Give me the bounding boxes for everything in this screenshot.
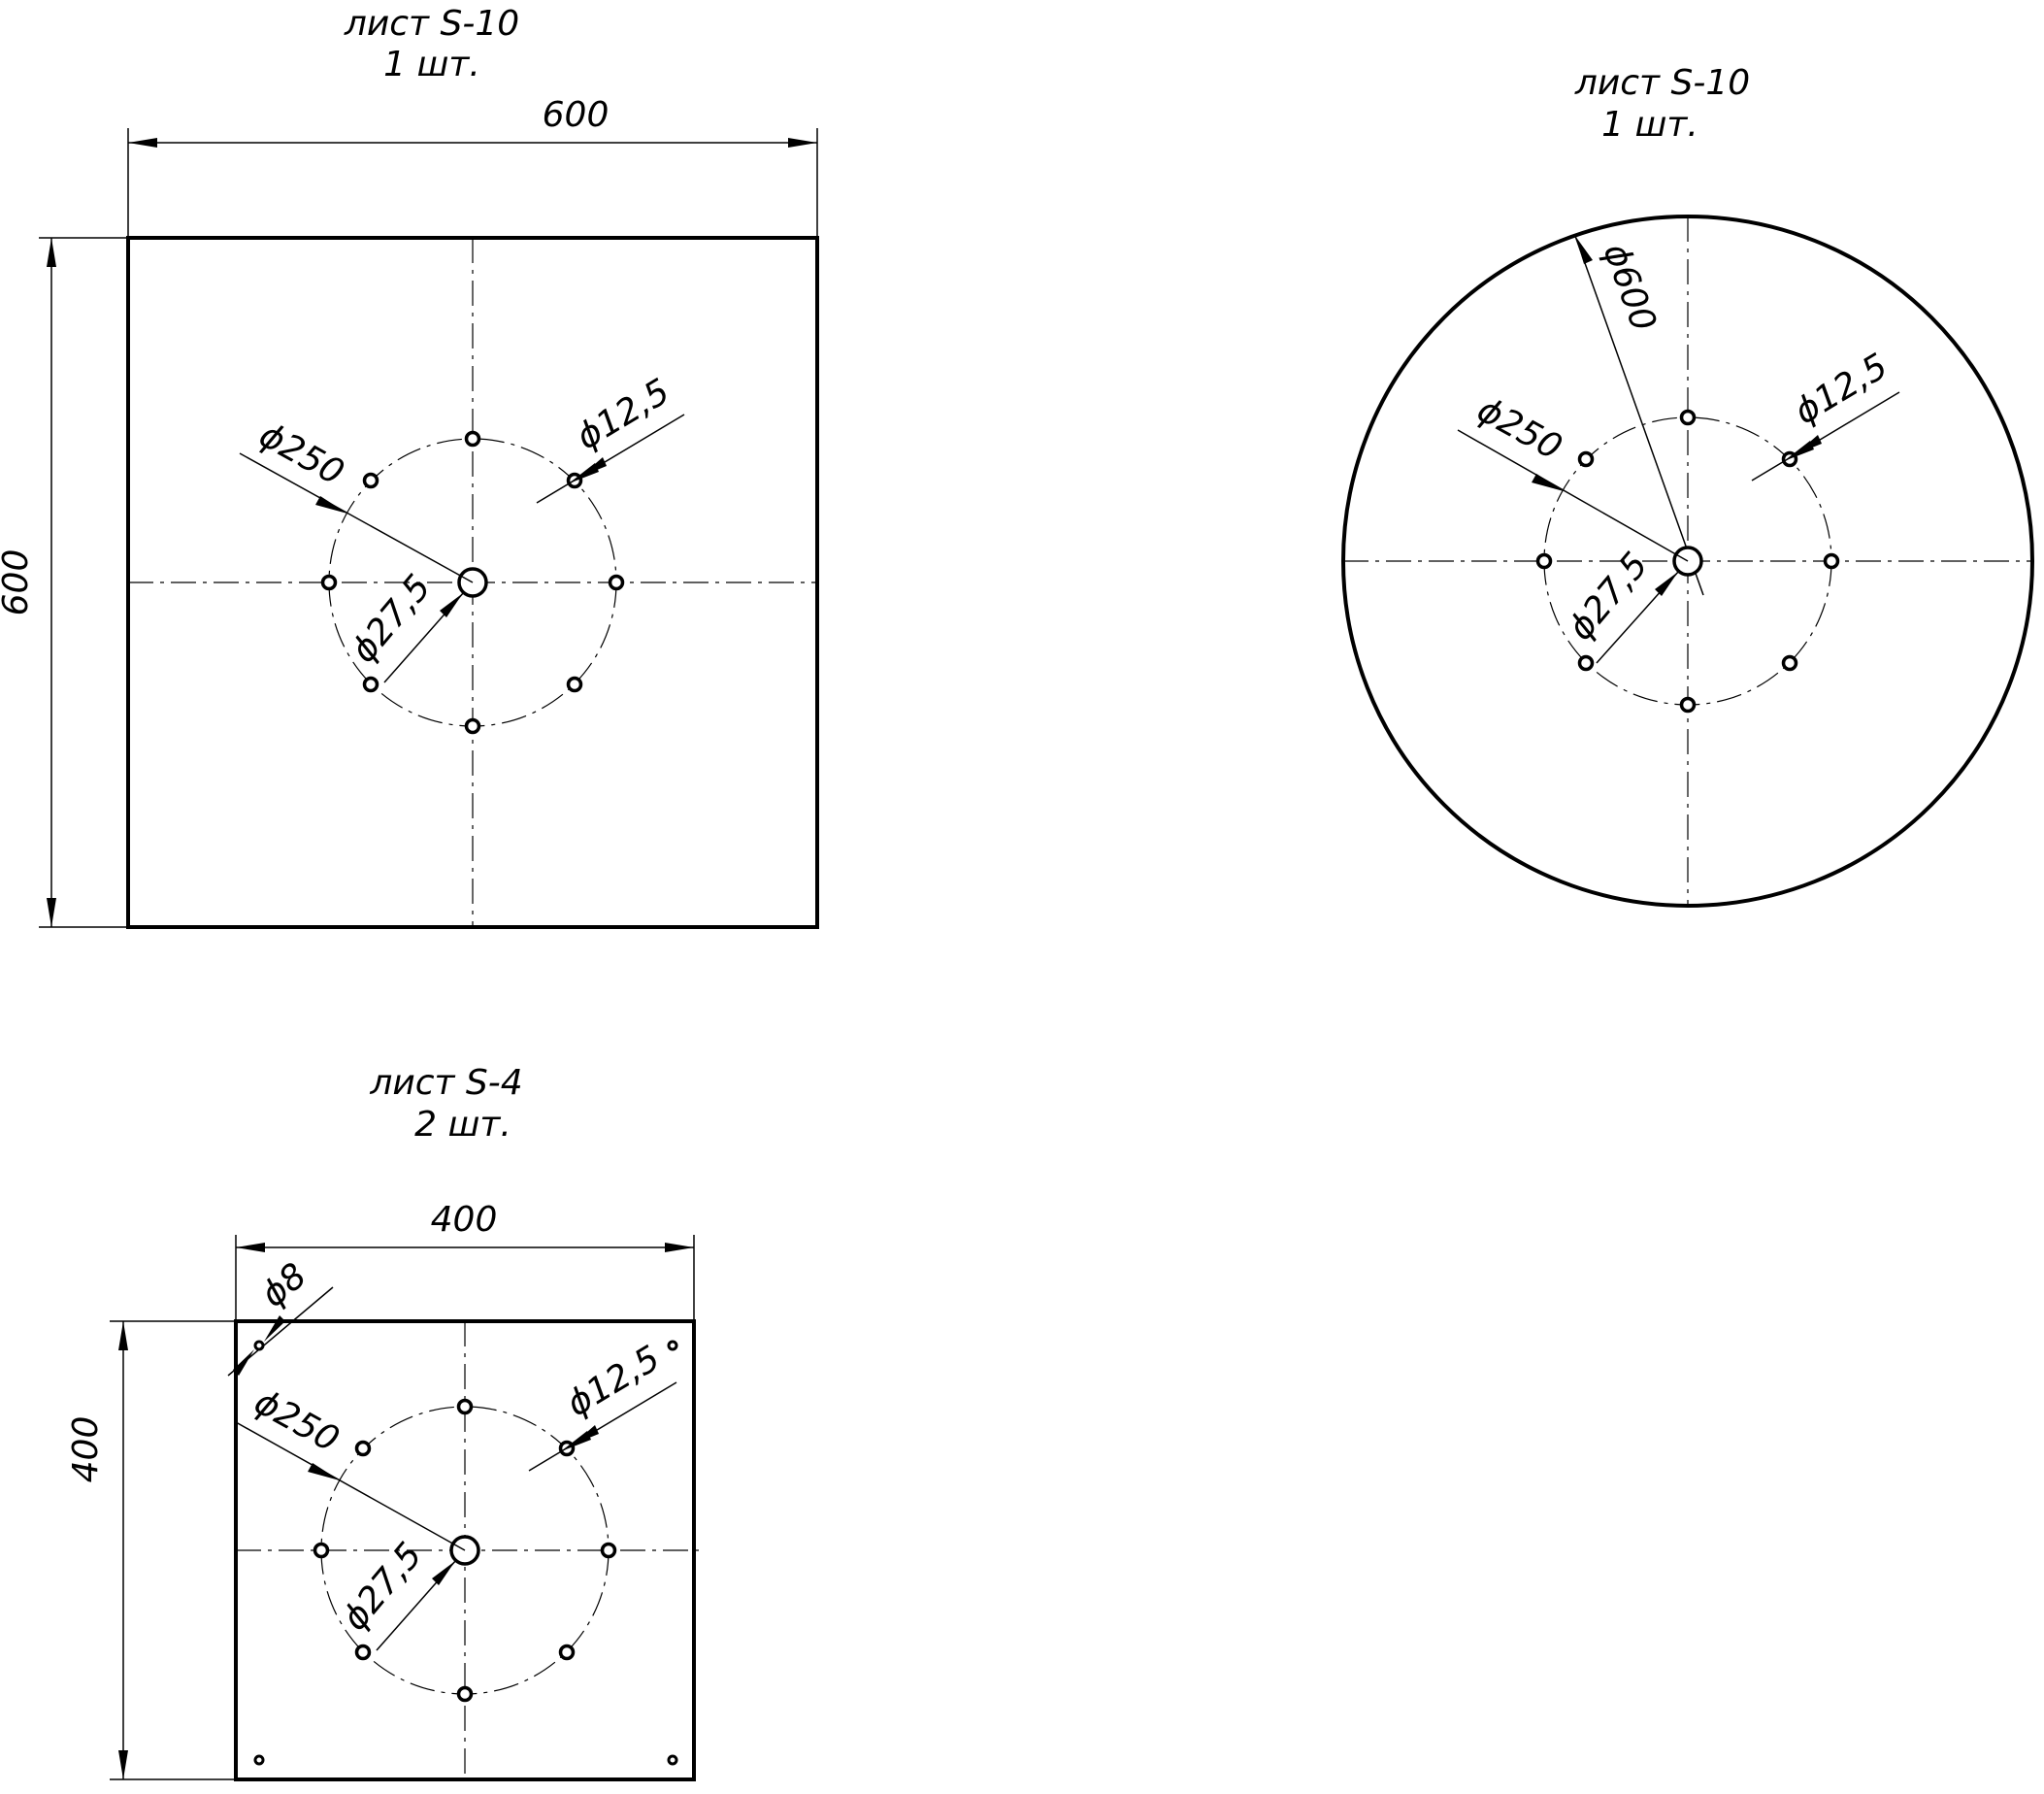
height-value: 400 <box>66 1416 106 1483</box>
bolt-hole <box>608 574 625 591</box>
bolt-hole <box>354 1644 372 1661</box>
bolt-circle-dimension: ϕ250 <box>235 1382 466 1551</box>
center-hole-dimension: ϕ27,5 <box>335 1536 457 1651</box>
bolt-hole <box>600 1542 617 1559</box>
corner-hole <box>253 1340 265 1351</box>
bolt-holes <box>320 430 625 735</box>
height-dimension: 400 <box>66 1320 236 1780</box>
bolt-hole-dimension: ϕ12,5 <box>1751 347 1900 482</box>
height-dimension: 600 <box>0 237 128 928</box>
corner-hole-dimension: ϕ8 <box>227 1255 334 1377</box>
bolt-hole <box>1781 654 1798 672</box>
bolt-hole <box>464 717 481 735</box>
bolt-holes <box>1535 409 1840 714</box>
bolt-hole <box>1577 450 1595 468</box>
bolt-hole-value: ϕ12,5 <box>570 372 676 458</box>
part-disk-600: лист S-10 1 шт. ϕ600 ϕ250 <box>1341 63 2034 908</box>
part-square-600: лист S-10 1 шт. 600 600 <box>0 4 819 929</box>
center-hole-dimension: ϕ27,5 <box>344 568 465 683</box>
bolt-circle-value: ϕ250 <box>247 1382 346 1461</box>
bolt-hole <box>1535 552 1553 570</box>
bolt-hole <box>456 1685 474 1703</box>
height-value: 600 <box>0 549 36 616</box>
corner-hole <box>253 1754 265 1766</box>
width-value: 400 <box>431 1200 498 1240</box>
bolt-hole <box>362 676 379 693</box>
center-hole-dimension: ϕ27,5 <box>1561 546 1680 664</box>
title-line2: 2 шт. <box>414 1105 511 1145</box>
bolt-hole-dimension: ϕ12,5 <box>528 1339 677 1472</box>
bolt-hole <box>354 1440 372 1457</box>
bolt-circle-value: ϕ250 <box>252 415 350 494</box>
bolt-circle-dimension: ϕ250 <box>1457 390 1689 562</box>
title-line2: 1 шт. <box>383 45 480 84</box>
bolt-circle-value: ϕ250 <box>1470 390 1568 469</box>
width-dimension: 400 <box>235 1200 695 1321</box>
bolt-hole <box>464 430 481 448</box>
bolt-hole <box>313 1542 330 1559</box>
bolt-hole <box>362 472 379 489</box>
width-value: 600 <box>543 95 610 135</box>
bolt-hole <box>566 676 583 693</box>
bolt-hole <box>1679 409 1697 426</box>
bolt-hole-dimension: ϕ12,5 <box>536 372 685 504</box>
bolt-hole <box>1577 654 1595 672</box>
bolt-hole <box>1823 552 1840 570</box>
title-line1: лист S-10 <box>344 4 519 44</box>
title-line1: лист S-10 <box>1574 63 1750 103</box>
corner-hole <box>667 1340 678 1351</box>
bolt-hole <box>320 574 338 591</box>
bolt-holes <box>313 1398 617 1703</box>
bolt-circle-dimension: ϕ250 <box>239 415 474 583</box>
title-line2: 1 шт. <box>1601 105 1698 145</box>
width-dimension: 600 <box>127 95 818 238</box>
bolt-hole <box>1679 696 1697 714</box>
part-square-400: лист S-4 2 шт. 400 400 <box>66 1063 701 1781</box>
bolt-hole-value: ϕ12,5 <box>1788 347 1895 433</box>
corner-hole <box>667 1754 678 1766</box>
title-line1: лист S-4 <box>369 1063 522 1103</box>
corner-hole-value: ϕ8 <box>254 1255 314 1314</box>
bolt-hole <box>456 1398 474 1415</box>
bolt-hole <box>558 1644 576 1661</box>
bolt-hole-value: ϕ12,5 <box>560 1339 667 1425</box>
